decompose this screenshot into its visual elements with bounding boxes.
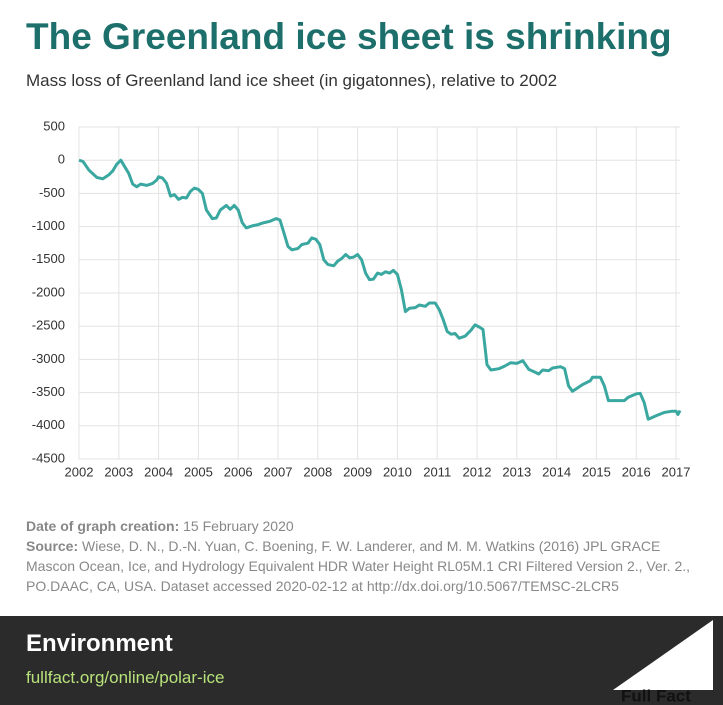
x-tick-label: 2016 bbox=[622, 464, 651, 479]
x-tick-label: 2012 bbox=[463, 464, 492, 479]
x-tick-label: 2008 bbox=[303, 464, 332, 479]
source-label: Source: bbox=[26, 538, 79, 554]
x-tick-label: 2006 bbox=[224, 464, 253, 479]
source: Wiese, D. N., D.-N. Yuan, C. Boening, F.… bbox=[26, 538, 691, 594]
x-tick-label: 2015 bbox=[582, 464, 611, 479]
subtitle: Mass loss of Greenland land ice sheet (i… bbox=[26, 71, 558, 90]
y-tick-label: -3500 bbox=[32, 384, 65, 399]
y-tick-label: 0 bbox=[58, 152, 65, 167]
date-label: Date of graph creation: bbox=[26, 518, 180, 534]
brand: Full Fact bbox=[621, 686, 691, 705]
y-tick-label: -500 bbox=[39, 185, 65, 200]
x-tick-label: 2014 bbox=[542, 464, 571, 479]
footer: Environment fullfact.org/online/polar-ic… bbox=[0, 616, 723, 705]
line bbox=[78, 158, 682, 421]
x-tick-label: 2017 bbox=[662, 464, 691, 479]
x-tick-label: 2003 bbox=[104, 464, 133, 479]
source-line: Source: Wiese, D. N., D.-N. Yuan, C. Boe… bbox=[26, 536, 706, 596]
date-line: Date of graph creation: 15 February 2020 bbox=[26, 516, 706, 536]
x-tick-label: 2005 bbox=[184, 464, 213, 479]
x-tick-label: 2010 bbox=[383, 464, 412, 479]
chart: 500 0 -500 -1000 -1500 -2000 -2500 -3000 -3500 -4… bbox=[32, 118, 691, 479]
y-tick-label: -2500 bbox=[32, 318, 65, 333]
link[interactable]: fullfact.org/online/polar-ice bbox=[26, 668, 225, 687]
title: The Greenland ice sheet is shrinking bbox=[26, 16, 672, 57]
x-tick-label: 2007 bbox=[264, 464, 293, 479]
y-tick-label: -3000 bbox=[32, 351, 65, 366]
y-tick-label: -4500 bbox=[32, 450, 65, 465]
y-tick-label: 500 bbox=[43, 118, 65, 133]
date: 15 February 2020 bbox=[183, 518, 294, 534]
x-tick-label: 2004 bbox=[144, 464, 173, 479]
y-tick-label: -4000 bbox=[32, 417, 65, 432]
x-tick-label: 2013 bbox=[502, 464, 531, 479]
footnote: Date of graph creation: 15 February 2020… bbox=[26, 516, 706, 596]
x-tick-label: 2011 bbox=[423, 464, 451, 479]
logo-shape bbox=[613, 620, 713, 690]
y-tick-label: -2000 bbox=[32, 284, 65, 299]
y-tick-label: -1000 bbox=[32, 218, 65, 233]
x-tick-label: 2009 bbox=[343, 464, 372, 479]
section: Environment bbox=[26, 630, 173, 657]
logo: Full Fact bbox=[613, 620, 713, 705]
y-tick-label: -1500 bbox=[32, 251, 65, 266]
x-tick-label: 2002 bbox=[65, 464, 94, 479]
